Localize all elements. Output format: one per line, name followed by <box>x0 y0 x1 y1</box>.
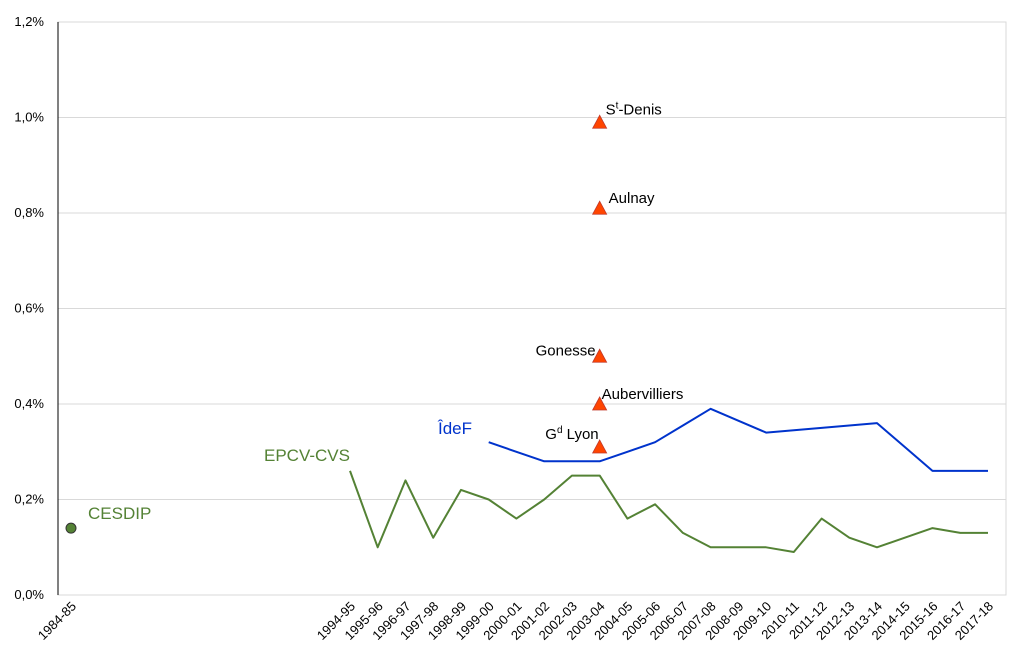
y-tick-label: 0,4% <box>14 396 44 411</box>
y-tick-label: 0,6% <box>14 301 44 316</box>
series-label: ÎdeF <box>437 419 472 438</box>
annotation-label: Gd Lyon <box>545 425 598 443</box>
annotation-marker <box>591 439 608 454</box>
annotation-label: Aubervilliers <box>602 386 684 403</box>
y-tick-label: 1,0% <box>14 110 44 125</box>
series-line <box>488 407 988 472</box>
series-point <box>65 522 77 534</box>
series-label: EPCV-CVS <box>264 446 350 465</box>
annotations-layer: St-Denis Aulnay Gonesse Aubervilliers Gd Lyo… <box>536 100 684 454</box>
series-layer: EPCV-CVS ÎdeF CESDIP <box>65 407 988 553</box>
annotation-marker <box>591 114 608 129</box>
x-axis: 1984-85 1994-951995-961996-971997-981998-… <box>35 599 996 643</box>
gridlines <box>57 21 1007 596</box>
annotation-label: Gonesse <box>536 342 596 359</box>
annotation-marker <box>591 396 608 411</box>
series-line <box>349 470 988 553</box>
annotation-marker <box>591 200 608 215</box>
y-axis: 0,0% 0,2% 0,4% 0,6% 0,8% 1,0% 1,2% <box>14 14 59 602</box>
annotation-label: Aulnay <box>609 190 655 207</box>
y-tick-label: 0,2% <box>14 492 44 507</box>
x-tick-label: 1984-85 <box>35 599 79 643</box>
y-tick-label: 1,2% <box>14 14 44 29</box>
annotation-marker <box>591 348 608 363</box>
y-tick-label: 0,8% <box>14 205 44 220</box>
annotation-label: St-Denis <box>606 100 662 118</box>
y-tick-label: 0,0% <box>14 587 44 602</box>
series-label: CESDIP <box>88 504 151 523</box>
